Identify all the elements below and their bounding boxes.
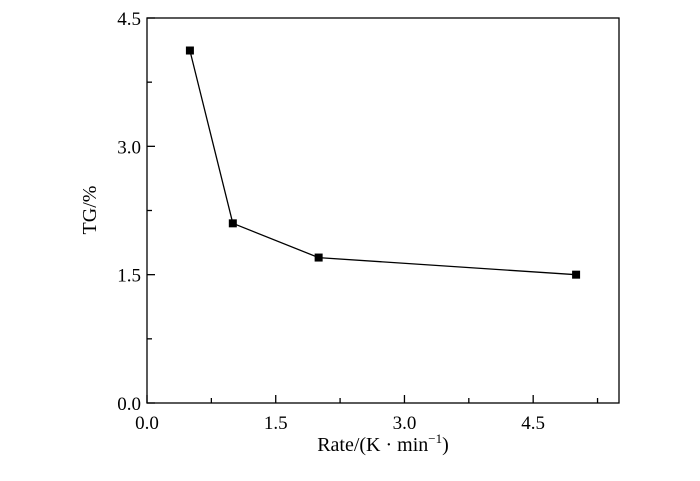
y-tick-label: 0.0 <box>117 394 141 415</box>
y-tick-label: 4.5 <box>117 9 141 30</box>
data-point <box>228 219 237 228</box>
x-axis-ticks <box>146 395 599 403</box>
x-tick-label: 0.0 <box>135 413 159 434</box>
y-axis-tick-labels: 0.0 1.5 3.0 4.5 <box>117 9 141 415</box>
x-tick-label: 4.5 <box>521 413 545 434</box>
y-axis-label: TG/% <box>79 186 101 235</box>
x-tick-label: 1.5 <box>264 413 288 434</box>
data-point <box>185 46 194 55</box>
plot-frame <box>146 17 620 404</box>
data-markers <box>185 46 581 279</box>
y-tick-label: 3.0 <box>117 137 141 158</box>
x-axis-label: Rate/(K · min−1) <box>317 431 449 456</box>
series-line <box>189 50 577 276</box>
x-axis-tick-labels: 0.0 1.5 3.0 4.5 <box>135 413 545 434</box>
y-tick-label: 1.5 <box>117 266 141 287</box>
x-axis-label-close: ) <box>442 434 449 456</box>
data-point <box>572 270 581 279</box>
y-axis-ticks <box>147 17 155 404</box>
data-point <box>314 253 323 262</box>
x-axis-label-main: Rate <box>317 434 354 456</box>
x-axis-label-exponent: −1 <box>428 431 442 446</box>
x-axis-label-unit: /(K · min <box>354 434 428 456</box>
x-tick-label: 3.0 <box>393 413 417 434</box>
